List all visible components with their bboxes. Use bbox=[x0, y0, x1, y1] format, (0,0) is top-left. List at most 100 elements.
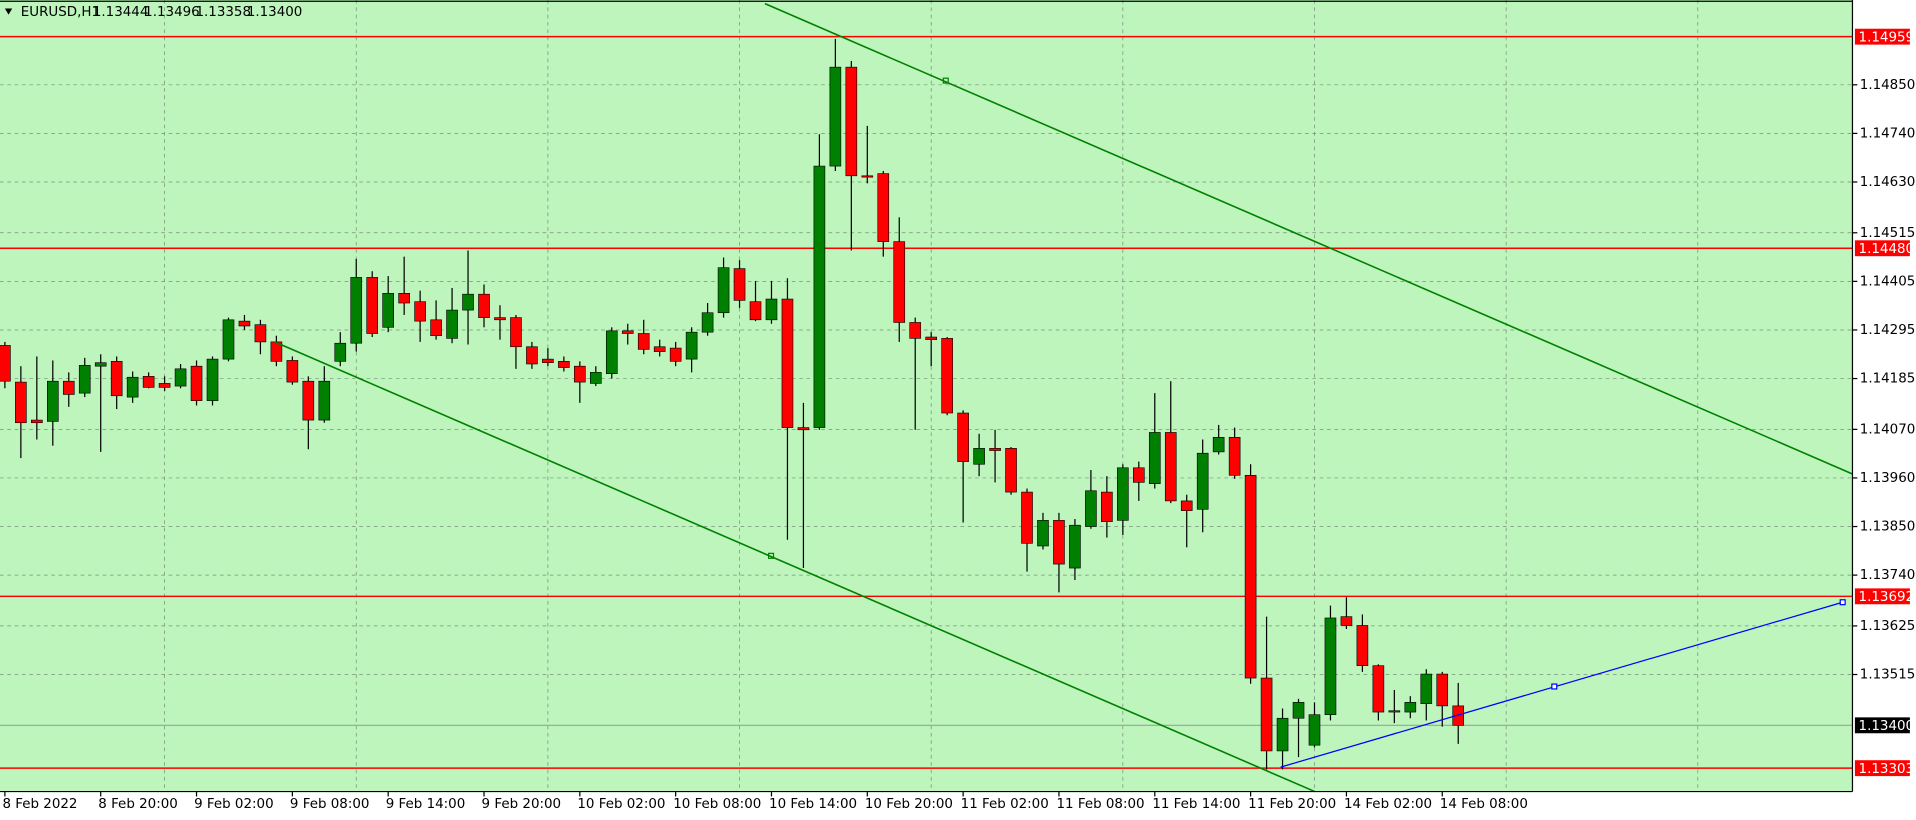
y-tick-label: 1.14740 bbox=[1860, 126, 1916, 141]
candle-body bbox=[382, 292, 394, 328]
y-tick-label: 1.14295 bbox=[1860, 323, 1916, 338]
candle-body bbox=[1244, 474, 1257, 679]
candle-body bbox=[542, 358, 554, 363]
y-tick-label: 1.13625 bbox=[1860, 619, 1916, 634]
trend-anchor bbox=[1839, 599, 1846, 606]
candle-body bbox=[206, 358, 219, 401]
candle-body bbox=[1021, 491, 1033, 544]
candle-body bbox=[717, 267, 730, 314]
candle-body bbox=[941, 338, 953, 414]
trend-line bbox=[274, 341, 1316, 793]
candle-body bbox=[494, 317, 506, 321]
candle-body bbox=[1436, 673, 1449, 707]
candle-body bbox=[685, 331, 698, 360]
candle-body bbox=[1324, 617, 1337, 716]
candle-body bbox=[478, 293, 490, 318]
candle-body bbox=[1420, 673, 1433, 704]
level-box bbox=[1854, 760, 1910, 777]
x-tick-label: 8 Feb 20:00 bbox=[98, 797, 178, 812]
y-tick-label: 1.14405 bbox=[1860, 274, 1916, 289]
candle-body bbox=[1196, 452, 1209, 510]
menu-arrow[interactable] bbox=[4, 8, 13, 15]
y-tick-label: 1.14070 bbox=[1860, 422, 1916, 437]
plot-background bbox=[0, 0, 1853, 792]
candle-body bbox=[925, 336, 937, 340]
candle-body bbox=[1037, 520, 1049, 547]
candle-body bbox=[15, 381, 27, 424]
y-tick-label: 1.14185 bbox=[1860, 372, 1916, 387]
axes: 1.14850 1.14740 1.14630 1.14515 1.14405 1.142… bbox=[2, 28, 1916, 812]
candle-body bbox=[1069, 524, 1081, 569]
ohlc-close: 1.13400 bbox=[247, 5, 303, 20]
candle-body bbox=[909, 322, 922, 339]
trend-anchor bbox=[767, 552, 775, 559]
ohlc-low: 1.13358 bbox=[196, 5, 252, 20]
candle-body bbox=[813, 165, 826, 428]
candle-body bbox=[1101, 491, 1113, 522]
candle-body bbox=[1276, 717, 1289, 752]
x-tick-label: 11 Feb 20:00 bbox=[1248, 797, 1336, 812]
candle-body bbox=[142, 376, 155, 388]
candle-body bbox=[621, 330, 634, 334]
candle-body bbox=[78, 365, 91, 394]
candle-body bbox=[526, 346, 538, 365]
candle-body bbox=[94, 362, 107, 367]
x-tick-label: 14 Feb 08:00 bbox=[1440, 797, 1528, 812]
candle-body bbox=[1180, 500, 1193, 511]
level-label: 1.13303 bbox=[1859, 762, 1915, 777]
x-tick-label: 8 Feb 2022 bbox=[2, 797, 77, 812]
candle-body bbox=[174, 368, 187, 387]
candle-body bbox=[781, 298, 794, 428]
candle-body bbox=[749, 301, 762, 321]
candle-body bbox=[829, 66, 842, 167]
x-tick-label: 9 Feb 02:00 bbox=[194, 797, 274, 812]
candle-body bbox=[893, 241, 906, 323]
candle-body bbox=[1356, 625, 1369, 666]
y-tick-label: 1.13850 bbox=[1860, 520, 1916, 535]
candle-body bbox=[637, 333, 650, 350]
x-tick-label: 11 Feb 14:00 bbox=[1152, 797, 1240, 812]
candle-body bbox=[1228, 437, 1241, 476]
y-tick-label: 1.14630 bbox=[1860, 175, 1916, 190]
level-label: 1.14480 bbox=[1859, 242, 1915, 257]
candle-body bbox=[510, 317, 522, 348]
x-tick-label: 11 Feb 02:00 bbox=[961, 797, 1049, 812]
candle-body bbox=[1404, 702, 1417, 713]
x-tick-label: 9 Feb 14:00 bbox=[386, 797, 466, 812]
candle-body bbox=[1340, 616, 1353, 626]
y-tick-label: 1.14850 bbox=[1860, 78, 1916, 93]
candle-body bbox=[1212, 437, 1225, 453]
candle-body bbox=[957, 412, 969, 462]
candle-body bbox=[46, 380, 59, 422]
candle-body bbox=[398, 292, 410, 304]
candle-body bbox=[765, 298, 778, 321]
candle-body bbox=[1164, 432, 1177, 502]
x-tick-label: 9 Feb 08:00 bbox=[290, 797, 370, 812]
trend-anchor bbox=[1551, 683, 1558, 690]
candle-body bbox=[1388, 710, 1401, 713]
candle-body bbox=[190, 365, 203, 401]
x-tick-label: 9 Feb 20:00 bbox=[482, 797, 562, 812]
ohlc-open: 1.13444 bbox=[93, 5, 149, 20]
candle-body bbox=[1133, 467, 1145, 483]
candle-body bbox=[973, 448, 985, 465]
y-tick-label: 1.13960 bbox=[1860, 471, 1916, 486]
candle-body bbox=[590, 372, 602, 384]
candle-body bbox=[254, 324, 267, 343]
candle-body bbox=[446, 309, 458, 339]
candle-body bbox=[701, 312, 714, 333]
y-tick-label: 1.13515 bbox=[1860, 668, 1916, 683]
candles bbox=[0, 35, 1853, 770]
candle-body bbox=[462, 293, 474, 311]
last-price-label: 1.13400 bbox=[1859, 719, 1915, 734]
candle-body bbox=[334, 342, 347, 362]
candle-body bbox=[238, 320, 251, 327]
level-box bbox=[1854, 28, 1910, 45]
level-box bbox=[1854, 588, 1910, 605]
ohlc-high: 1.13496 bbox=[144, 5, 200, 20]
candle-body bbox=[1085, 490, 1097, 527]
candle-body bbox=[318, 380, 331, 421]
candle-body bbox=[110, 361, 123, 397]
candle-body bbox=[669, 347, 682, 362]
